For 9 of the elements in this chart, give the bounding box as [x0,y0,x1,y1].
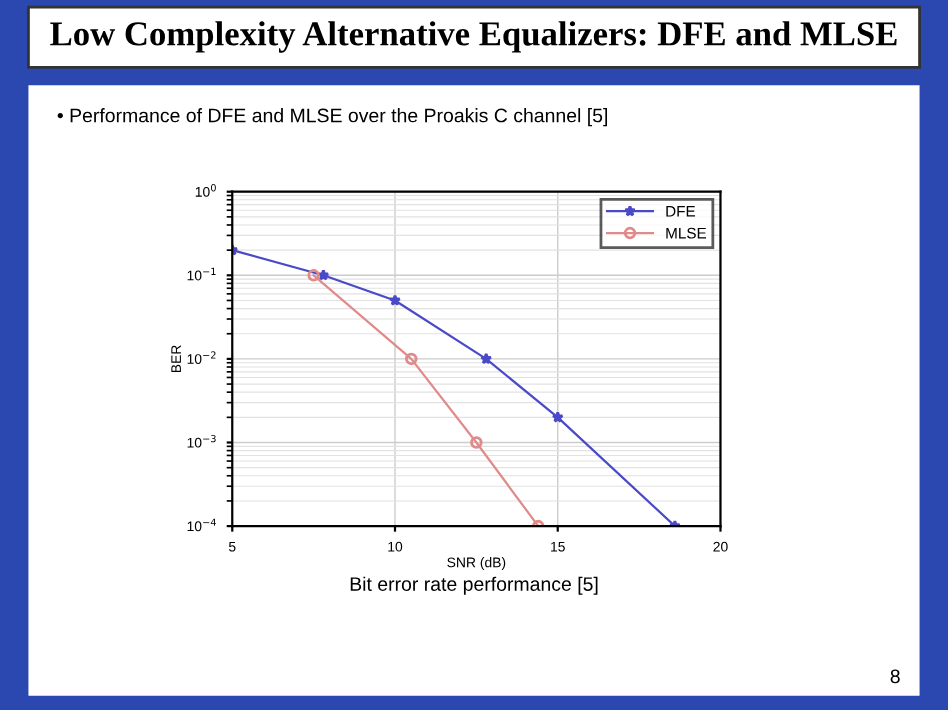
point [470,436,483,449]
point [307,269,320,282]
chart-subtitle: • Performance of DFE and MLSE over the Proakis C channel [5] [57,108,607,127]
text: Bit error rate performance [5] [350,576,598,595]
point [480,352,493,365]
point [405,352,418,366]
text: 8 [890,669,900,684]
point [551,411,564,423]
chart-title: Low Complexity Alternative Equalizers: DFE and MLSE [50,21,897,53]
